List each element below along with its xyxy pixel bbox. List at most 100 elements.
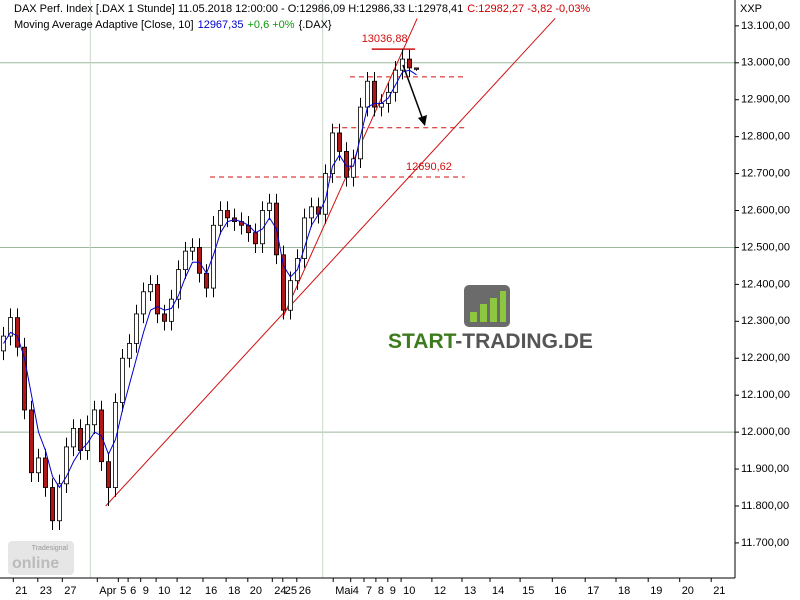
x-tick-label: 21 <box>713 585 725 597</box>
header-title: DAX Perf. Index [.DAX 1 Stunde] 11.05.20… <box>14 3 463 15</box>
x-tick-label: 17 <box>587 585 599 597</box>
watermark-part: START <box>388 330 457 353</box>
x-tick-label: 19 <box>650 585 662 597</box>
x-tick-label: 9 <box>390 585 396 597</box>
watermark: START-TRADING.DE <box>388 330 593 353</box>
trend-line <box>105 18 556 507</box>
candle-body <box>336 132 342 152</box>
x-tick-label: 21 <box>15 585 27 597</box>
x-tick-label: 12 <box>179 585 191 597</box>
candle-body <box>7 317 13 337</box>
x-tick-label: Apr <box>99 585 116 597</box>
candle-body <box>78 428 84 451</box>
x-tick-label: 7 <box>366 585 372 597</box>
axis-label: XXP <box>740 3 762 15</box>
candle-body <box>329 132 335 174</box>
logo-bar <box>490 298 497 322</box>
candle-body <box>21 346 27 411</box>
candle-body <box>14 317 20 348</box>
x-tick-label: 20 <box>250 585 262 597</box>
y-tick-label: 11.900,00 <box>741 463 789 475</box>
candle-body <box>28 409 34 474</box>
candle-body <box>161 313 167 322</box>
y-tick-label: 12.300,00 <box>741 315 790 327</box>
trend-line <box>282 18 418 318</box>
candle-body <box>280 254 286 311</box>
x-tick-label: 25 <box>285 585 297 597</box>
candle-body <box>322 173 328 215</box>
y-tick-label: 13.000,00 <box>741 57 790 69</box>
candle-body <box>43 457 49 488</box>
x-tick-label: 24 <box>274 585 286 597</box>
x-tick-label: 14 <box>492 585 504 597</box>
y-tick-label: 12.100,00 <box>741 389 790 401</box>
logo-bar <box>470 312 477 322</box>
x-tick-label: 4 <box>353 585 359 597</box>
candle-body <box>350 158 356 178</box>
x-tick-label: 15 <box>522 585 534 597</box>
x-tick-label: 16 <box>554 585 566 597</box>
indicator-name: Moving Average Adaptive [Close, 10] <box>14 19 194 31</box>
candle-body <box>133 313 139 344</box>
badge-text: online <box>12 555 59 572</box>
candle-body <box>196 247 202 274</box>
candle-body <box>154 283 160 315</box>
x-tick-label: 26 <box>299 585 311 597</box>
candle-body <box>308 206 314 219</box>
x-tick-label: 18 <box>228 585 240 597</box>
indicator-value: 12967,35 <box>198 19 244 31</box>
candle-body <box>259 210 265 245</box>
y-tick-label: 12.900,00 <box>741 94 790 106</box>
y-tick-label: 13.100,00 <box>741 20 790 32</box>
badge-text: Tradesignal <box>32 545 69 552</box>
candle-body <box>266 202 272 211</box>
y-tick-label: 12.400,00 <box>741 278 790 290</box>
candle-body <box>301 217 307 259</box>
x-tick-label: 10 <box>158 585 170 597</box>
candle-body <box>147 283 153 293</box>
candle-body <box>85 424 91 451</box>
candle-body <box>210 224 216 289</box>
candle-body <box>92 409 98 426</box>
candle-body <box>36 457 42 474</box>
candle-body <box>64 446 70 485</box>
candle-body <box>406 58 412 69</box>
y-tick-label: 12.700,00 <box>741 167 790 179</box>
indicator-change: +0,6 +0% <box>247 19 294 31</box>
candle-body <box>343 151 349 178</box>
candle-body <box>106 461 112 488</box>
candle-body <box>189 247 195 252</box>
candle-body <box>413 67 419 70</box>
candle-body <box>182 250 188 271</box>
candle-body <box>71 428 77 448</box>
y-tick-label: 12.200,00 <box>741 352 790 364</box>
level-label: 12690,62 <box>406 161 452 173</box>
candle-body <box>224 210 230 219</box>
logo: START-TRADING.DE <box>388 285 593 353</box>
x-tick-label: 20 <box>682 585 694 597</box>
candle-body <box>203 272 209 289</box>
badge-box <box>8 541 74 575</box>
candle-body <box>113 402 119 488</box>
header: DAX Perf. Index [.DAX 1 Stunde] 11.05.20… <box>14 3 590 15</box>
indicator-symbol: {.DAX} <box>299 19 332 31</box>
indicator-legend: Moving Average Adaptive [Close, 10] 12967… <box>14 19 332 31</box>
x-tick-label: 8 <box>378 585 384 597</box>
candle-body <box>168 298 174 322</box>
indicator-line <box>3 69 417 489</box>
x-tick-label: 23 <box>40 585 52 597</box>
x-tick-label: 16 <box>205 585 217 597</box>
candle-body <box>175 269 181 300</box>
logo-bar <box>480 304 487 322</box>
watermark-part: -TRADING.DE <box>455 330 593 353</box>
arrow <box>402 64 424 121</box>
x-tick-label: 6 <box>130 585 136 597</box>
candle-body <box>57 483 63 522</box>
arrow-head <box>418 115 427 126</box>
candle-body <box>287 280 293 311</box>
candle-body <box>371 80 377 108</box>
x-tick-label: 9 <box>143 585 149 597</box>
x-tick-label: 12 <box>434 585 446 597</box>
